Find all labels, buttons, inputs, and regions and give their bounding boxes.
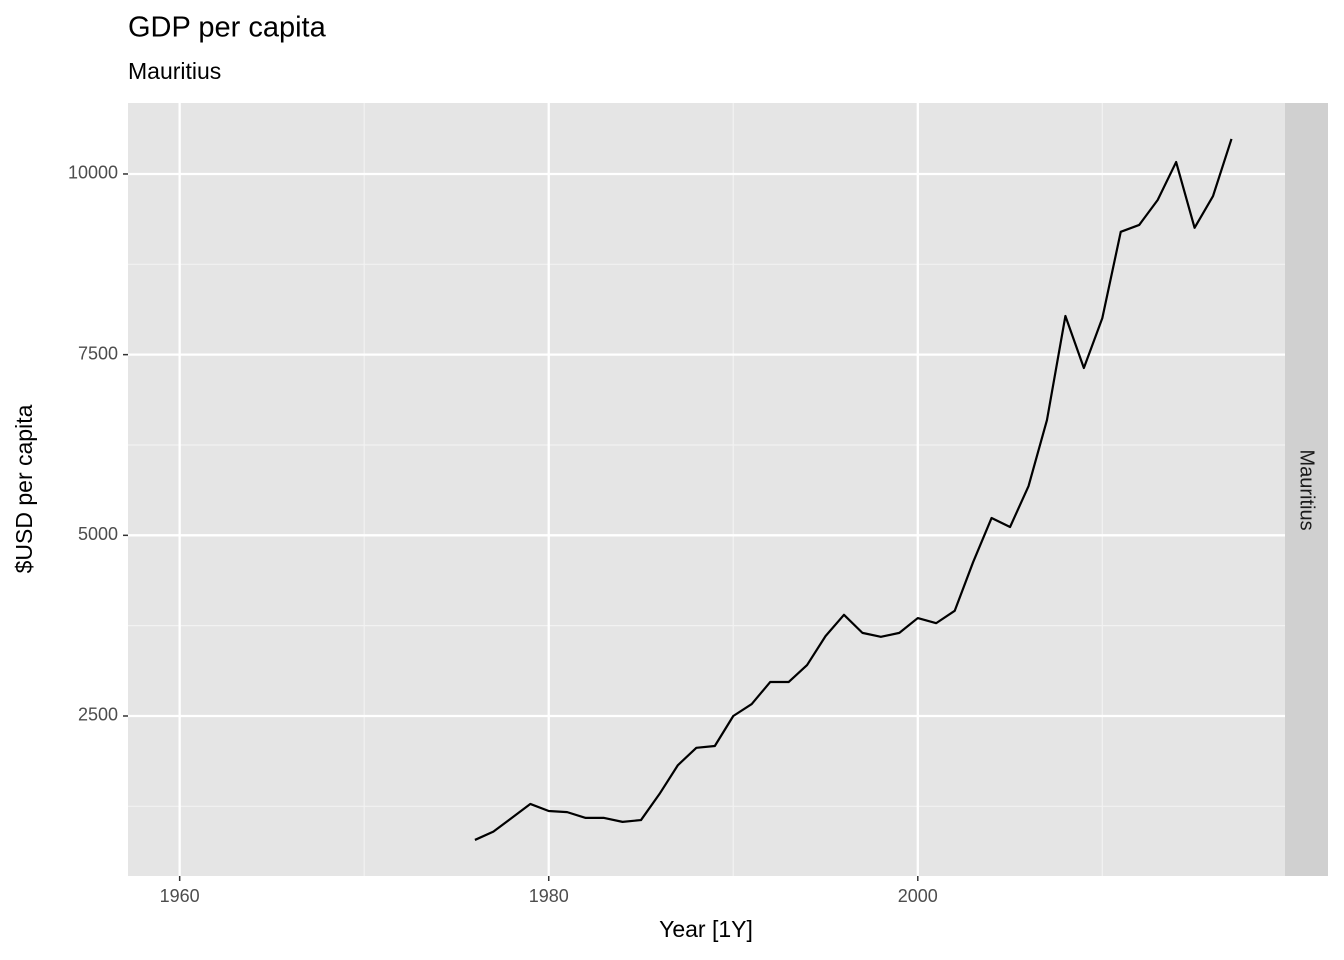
x-tick-label: 2000 — [898, 886, 938, 906]
x-axis-title: Year [1Y] — [659, 916, 753, 942]
panel — [128, 103, 1285, 876]
y-axis-title: $USD per capita — [11, 404, 37, 573]
y-tick-label: 2500 — [78, 705, 118, 725]
line — [474, 138, 1233, 841]
facet-label: Mauritius — [1296, 449, 1318, 530]
chart-title: GDP per capita — [128, 12, 327, 44]
facet-strip — [1285, 103, 1328, 876]
x-tick-label: 1960 — [160, 886, 200, 906]
chart-subtitle: Mauritius — [128, 58, 221, 84]
y-tick-label: 5000 — [78, 524, 118, 544]
y-tick-label: 7500 — [78, 343, 118, 363]
y-tick-label: 10000 — [68, 163, 118, 183]
x-tick-label: 1980 — [529, 886, 569, 906]
